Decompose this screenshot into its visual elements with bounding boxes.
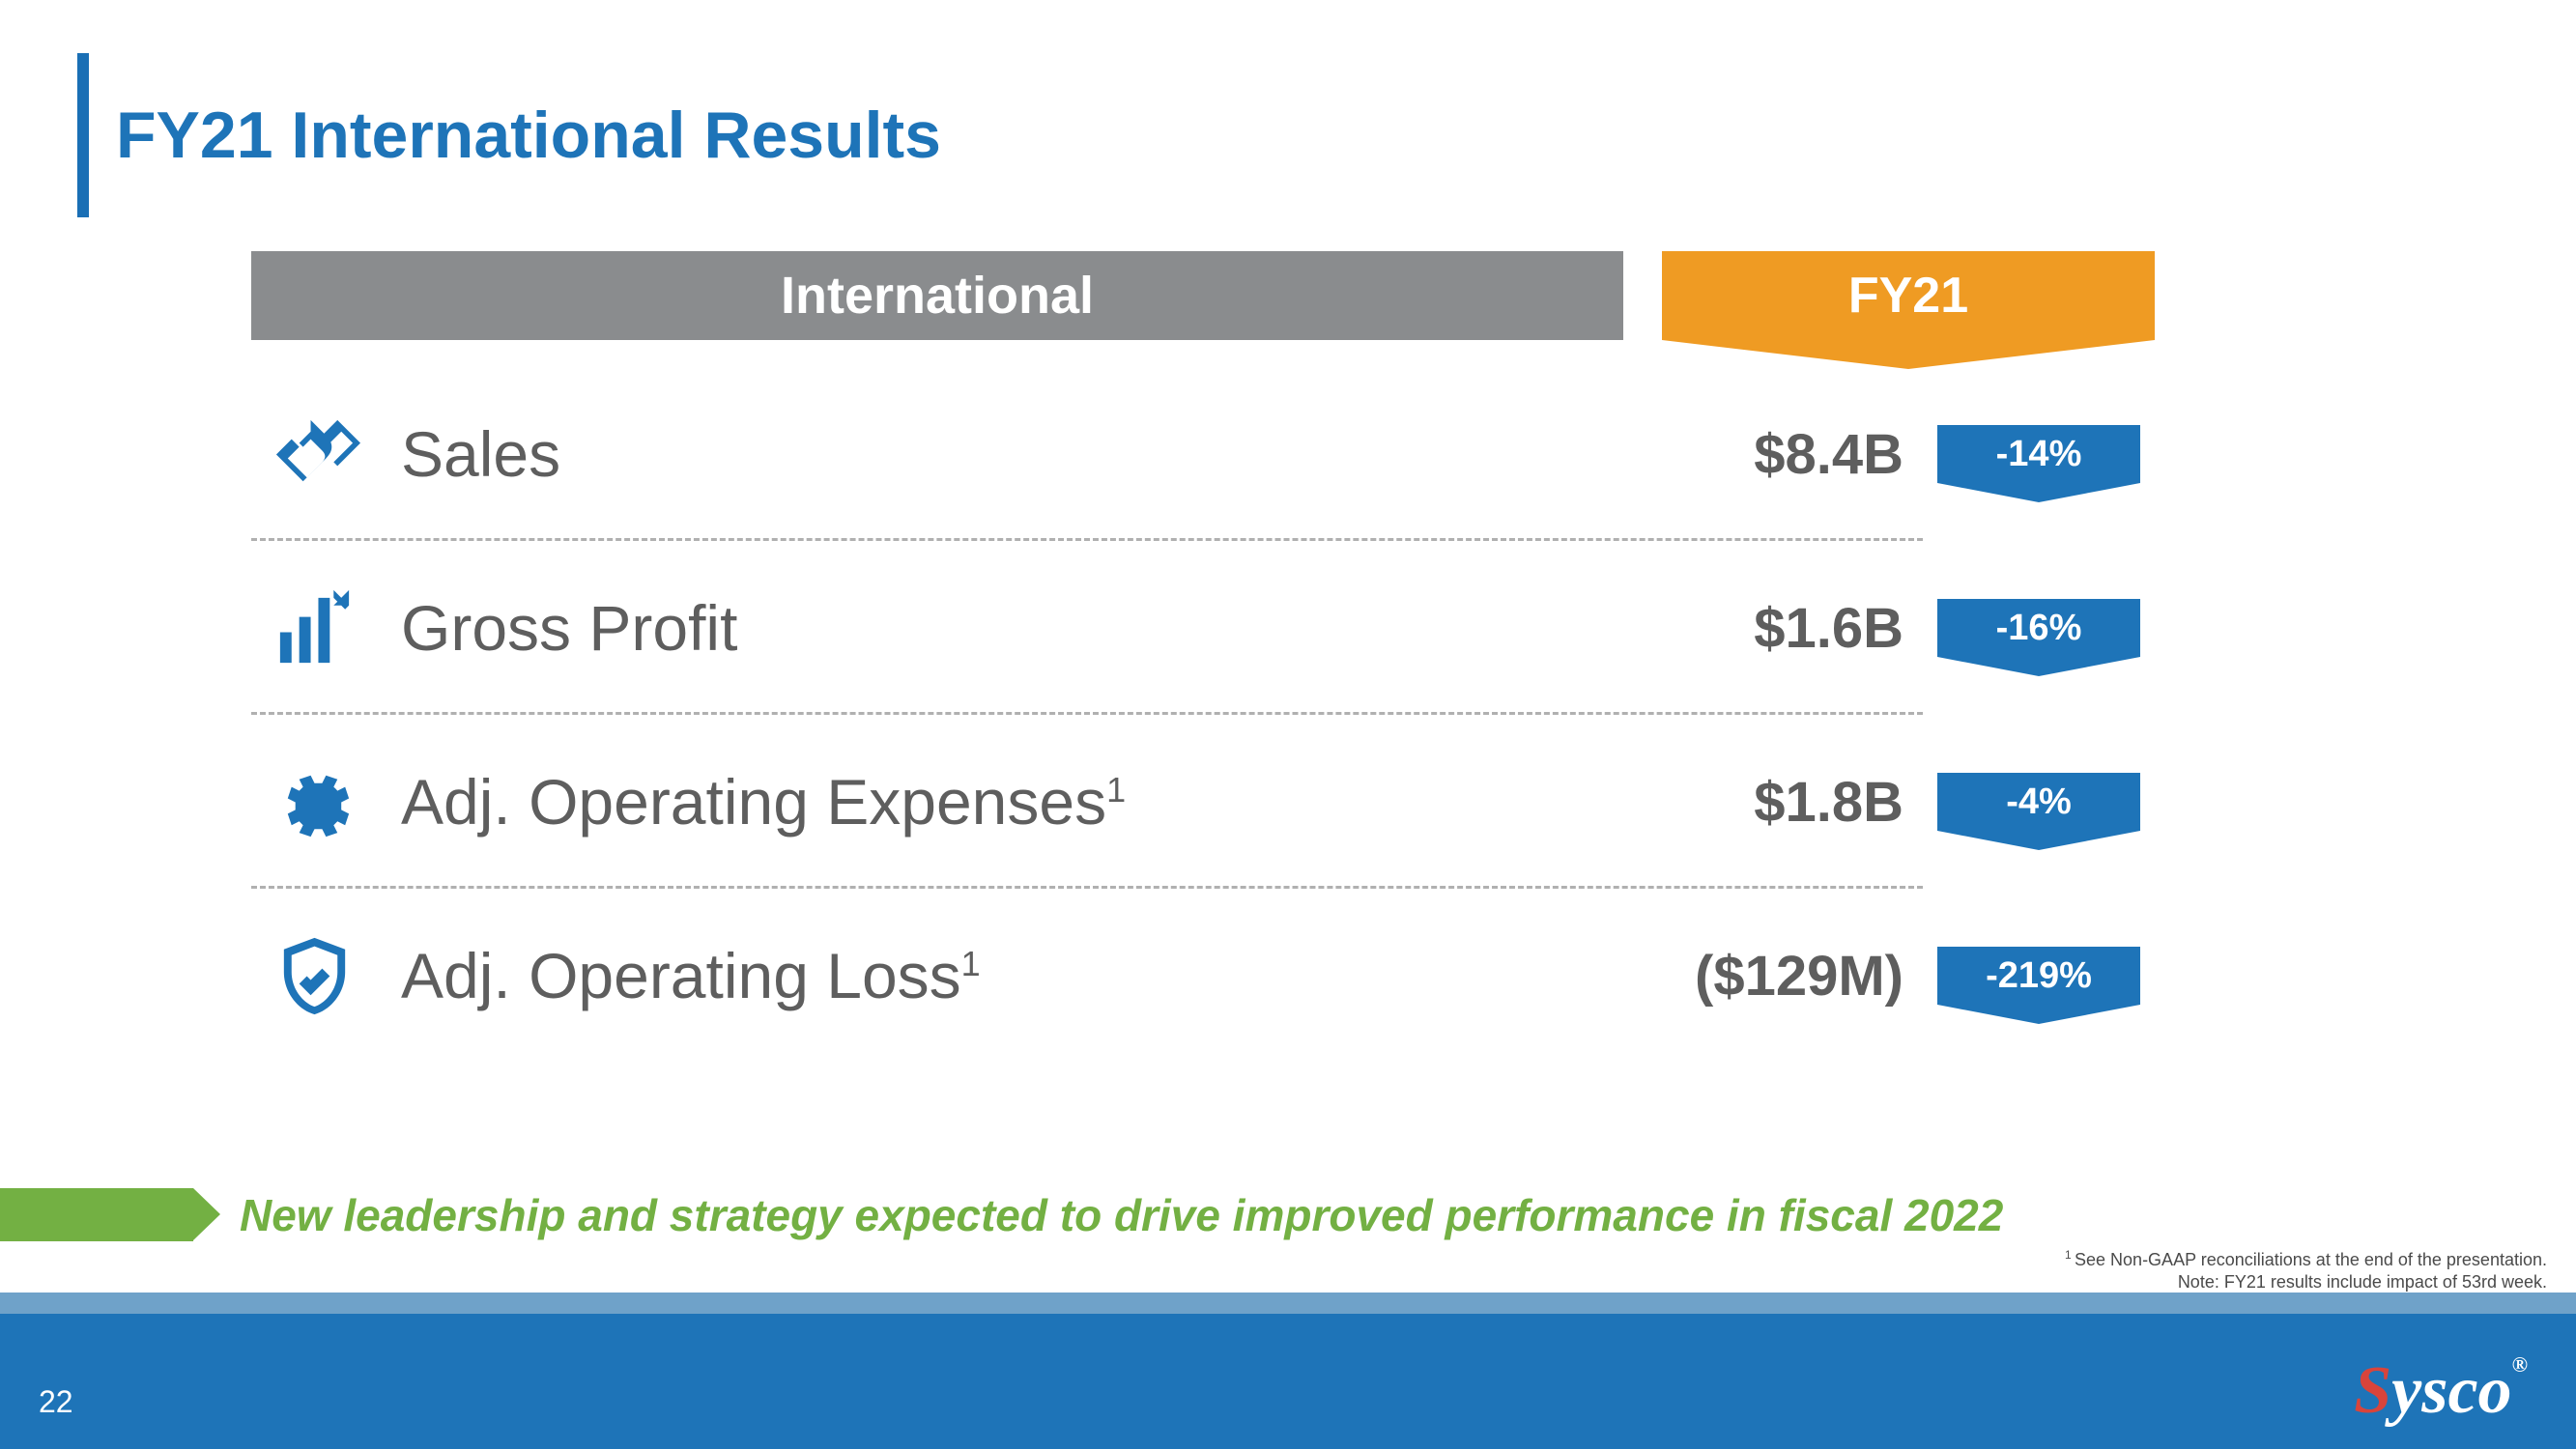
metric-label: Adj. Operating Loss1 [377, 939, 1623, 1012]
arrow-tip-icon [1937, 831, 2140, 850]
gears-icon [251, 756, 377, 848]
chart-up-icon [251, 582, 377, 674]
shield-icon [251, 930, 377, 1022]
down-arrow-badge: -16% [1937, 599, 2140, 657]
footnote-2: Note: FY21 results include impact of 53r… [2065, 1271, 2547, 1293]
change-value: -4% [1937, 773, 2140, 831]
title-accent-bar [77, 53, 89, 217]
period-header: FY21 [1662, 251, 2155, 340]
metric-label: Gross Profit [377, 591, 1623, 665]
segment-header: International [251, 251, 1623, 340]
footnotes: 1 See Non-GAAP reconciliations at the en… [2065, 1248, 2547, 1294]
metric-value: $8.4B [1623, 422, 1923, 487]
page-title: FY21 International Results [116, 98, 941, 173]
title-bar: FY21 International Results [77, 53, 941, 217]
down-arrow-badge: -4% [1937, 773, 2140, 831]
arrow-tip-icon [1937, 1005, 2140, 1024]
callout-text: New leadership and strategy expected to … [240, 1189, 2003, 1241]
metric-row-sales: Sales $8.4B -14% [251, 367, 2155, 541]
handshake-icon [251, 409, 377, 500]
metric-row-gross-profit: Gross Profit $1.6B -16% [251, 541, 2155, 715]
table-header-row: International FY21 [251, 251, 2155, 367]
down-arrow-badge: -14% [1937, 425, 2140, 483]
sysco-logo: Sysco® [2354, 1352, 2528, 1430]
footer-light-bar [0, 1293, 2576, 1314]
change-value: -16% [1937, 599, 2140, 657]
change-value: -219% [1937, 947, 2140, 1005]
period-header-arrow-icon [1662, 340, 2155, 369]
metric-change-cell: -219% [1923, 947, 2155, 1005]
down-arrow-badge: -219% [1937, 947, 2140, 1005]
results-table: International FY21 Sales $8.4B -14% Gros… [251, 251, 2155, 1063]
metric-label: Sales [377, 417, 1623, 491]
metric-change-cell: -14% [1923, 425, 2155, 483]
footer-dark-bar [0, 1314, 2576, 1449]
arrow-tip-icon [1937, 483, 2140, 502]
metric-change-cell: -16% [1923, 599, 2155, 657]
metric-value: ($129M) [1623, 944, 1923, 1009]
metric-change-cell: -4% [1923, 773, 2155, 831]
page-number: 22 [39, 1384, 73, 1420]
metric-row-oploss: Adj. Operating Loss1 ($129M) -219% [251, 889, 2155, 1063]
metric-label: Adj. Operating Expenses1 [377, 765, 1623, 838]
callout-bar: New leadership and strategy expected to … [0, 1188, 2576, 1241]
metric-value: $1.6B [1623, 596, 1923, 661]
period-header-label: FY21 [1662, 251, 2155, 340]
metric-row-opex: Adj. Operating Expenses1 $1.8B -4% [251, 715, 2155, 889]
footnote-1: 1 See Non-GAAP reconciliations at the en… [2065, 1248, 2547, 1271]
callout-arrow-icon [0, 1188, 193, 1241]
change-value: -14% [1937, 425, 2140, 483]
metric-value: $1.8B [1623, 770, 1923, 835]
arrow-tip-icon [1937, 657, 2140, 676]
